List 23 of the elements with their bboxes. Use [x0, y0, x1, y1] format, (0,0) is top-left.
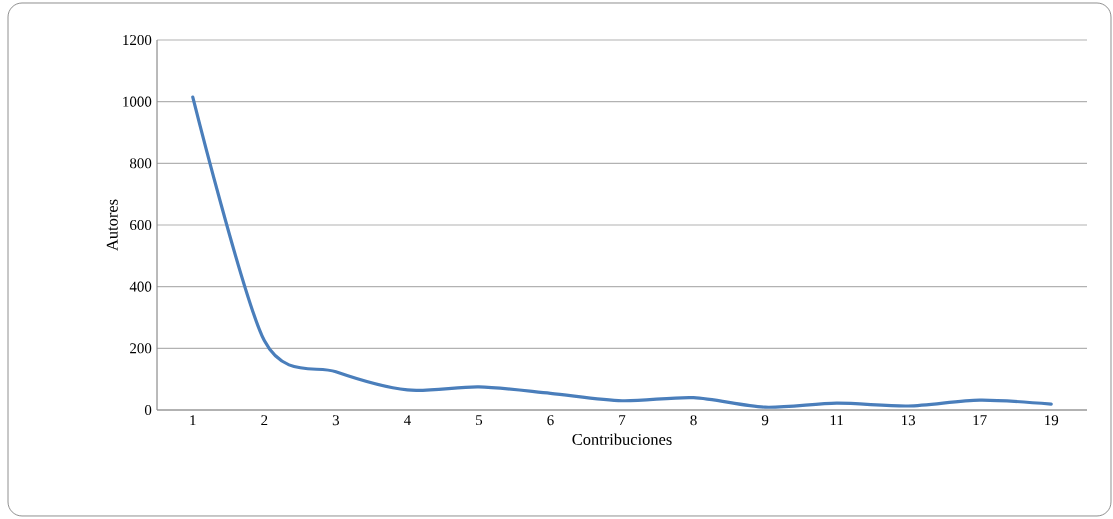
y-tick-label: 400	[129, 281, 152, 292]
x-tick-label: 17	[973, 415, 987, 426]
y-tick-label: 800	[129, 158, 152, 169]
x-axis-title: Contribuciones	[572, 433, 672, 445]
y-tick-label: 1000	[123, 96, 152, 107]
y-tick-label: 600	[130, 219, 152, 231]
x-tick-label: 7	[619, 415, 626, 425]
x-tick-label: 2	[261, 415, 268, 426]
line-series	[191, 95, 1053, 409]
x-tick-label: 1	[190, 415, 196, 426]
y-tick-label: 1200	[123, 34, 152, 46]
y-tick-label: 200	[130, 343, 152, 354]
x-tick-label: 4	[403, 415, 411, 425]
x-tick-label: 19	[1045, 415, 1059, 426]
x-tick-label: 11	[830, 415, 843, 426]
y-tick-label: 0	[144, 404, 152, 416]
x-tick-label: 8	[690, 415, 697, 426]
x-tick-label: 5	[476, 415, 483, 426]
x-tick-label: 6	[547, 415, 554, 426]
x-tick-label: 13	[902, 415, 916, 426]
x-tick-label: 9	[761, 415, 769, 426]
x-tick-label: 3	[332, 415, 340, 426]
y-axis-title: Autores	[106, 199, 118, 251]
